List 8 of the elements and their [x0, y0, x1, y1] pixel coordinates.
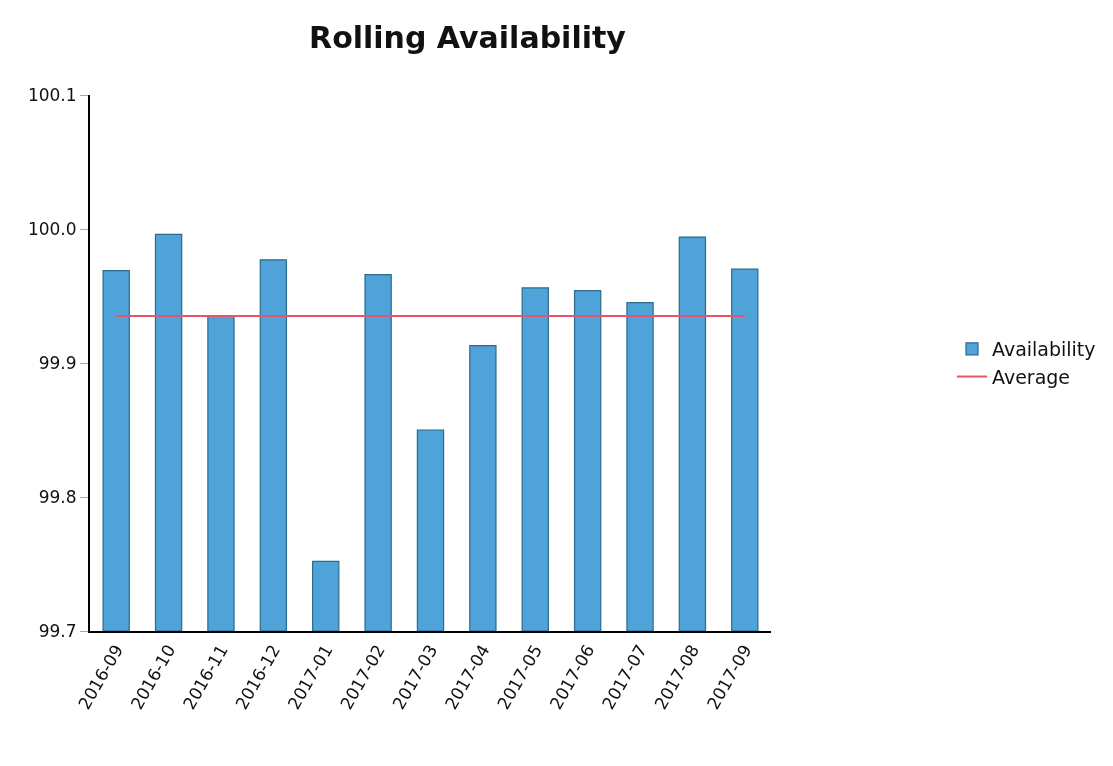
y-tick-label: 99.8 [38, 486, 77, 507]
y-tick-label: 100.0 [27, 218, 77, 239]
legend-label: Average [992, 365, 1071, 388]
legend-label: Availability [992, 338, 1096, 361]
chart-title: Rolling Availability [309, 19, 627, 55]
y-tick-label: 99.7 [38, 620, 77, 641]
y-tick-label: 99.9 [38, 352, 77, 373]
y-tick-label: 100.1 [27, 84, 77, 105]
